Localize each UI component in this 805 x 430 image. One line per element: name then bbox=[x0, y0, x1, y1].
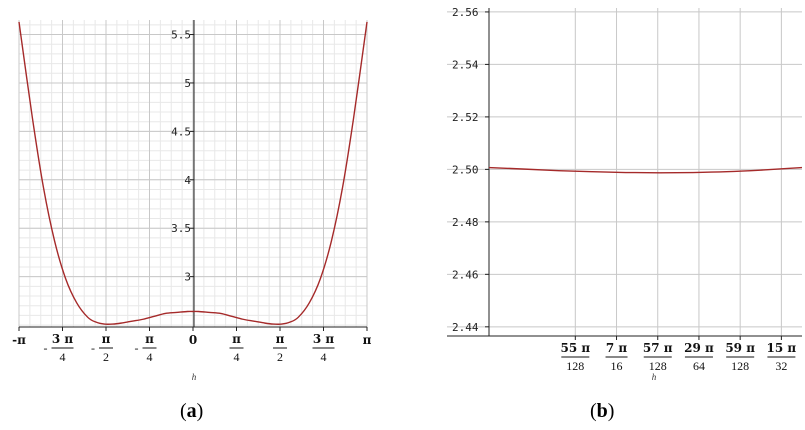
x-tick-label: π bbox=[363, 333, 372, 347]
x-tick-numerator: π bbox=[232, 332, 241, 346]
x-tick-label-text: -π bbox=[12, 333, 26, 347]
y-tick-label: 2.48 bbox=[452, 216, 479, 229]
x-tick-label-text: 0 bbox=[189, 333, 197, 347]
x-tick-label: 57 π 128 bbox=[643, 341, 673, 373]
x-tick-denominator: 4 bbox=[234, 350, 240, 364]
caption-a: (a) bbox=[180, 400, 203, 422]
x-tick-label: 59 π 128 bbox=[725, 341, 755, 373]
y-tick-label: 2.54 bbox=[452, 58, 479, 71]
x-tick-label-text: π bbox=[363, 333, 372, 347]
y-tick-label: 2.50 bbox=[452, 163, 479, 176]
y-tick-label: 4 bbox=[184, 174, 191, 187]
x-tick-label: 55 π 128 bbox=[560, 341, 590, 373]
x-tick-numerator: 57 π bbox=[643, 341, 673, 355]
x-tick-label: 7 π16 bbox=[605, 341, 628, 373]
x-tick-denominator: 64 bbox=[693, 359, 705, 373]
x-tick-sign: - bbox=[134, 341, 138, 355]
x-tick-numerator: 29 π bbox=[684, 341, 714, 355]
x-tick-label: 15 π 32 bbox=[767, 341, 797, 373]
x-tick-numerator: 3 π bbox=[313, 332, 335, 346]
x-tick-numerator: 59 π bbox=[725, 341, 755, 355]
x-tick-label: -π bbox=[12, 333, 26, 347]
x-tick-numerator: 3 π bbox=[52, 332, 74, 346]
y-tick-label: 2.52 bbox=[452, 111, 479, 124]
x-tick-numerator: π bbox=[276, 332, 285, 346]
y-tick-label: 4.5 bbox=[171, 125, 191, 138]
x-tick-denominator: 128 bbox=[649, 359, 667, 373]
y-tick-label: 2.56 bbox=[452, 6, 479, 19]
x-tick-denominator: 2 bbox=[103, 350, 109, 364]
x-tick-label: 3 π4 bbox=[312, 332, 335, 364]
x-tick-numerator: 15 π bbox=[767, 341, 797, 355]
x-tick-label: -π 2 bbox=[91, 332, 113, 364]
x-tick-label: π2 bbox=[273, 332, 288, 364]
x-tick-label: 29 π 64 bbox=[684, 341, 714, 373]
x-tick-label: 0 bbox=[189, 333, 197, 347]
x-tick-label: -π 4 bbox=[134, 332, 157, 364]
x-tick-sign: - bbox=[44, 341, 48, 355]
y-tick-label: 3.5 bbox=[171, 222, 191, 235]
y-tick-label: 2.44 bbox=[452, 321, 479, 334]
x-tick-denominator: 32 bbox=[775, 359, 787, 373]
x-tick-denominator: 4 bbox=[320, 350, 326, 364]
x-tick-denominator: 16 bbox=[611, 359, 623, 373]
x-tick-numerator: 55 π bbox=[560, 341, 590, 355]
x-tick-denominator: 4 bbox=[60, 350, 66, 364]
x-axis-label: h bbox=[192, 372, 197, 382]
y-tick-label: 5 bbox=[184, 77, 191, 90]
x-tick-sign: - bbox=[91, 341, 95, 355]
series-line-0 bbox=[18, 21, 368, 325]
x-tick-numerator: 7 π bbox=[606, 341, 628, 355]
x-tick-denominator: 128 bbox=[731, 359, 749, 373]
caption-b-letter: b bbox=[597, 400, 608, 422]
grid-1 bbox=[447, 8, 802, 336]
x-tick-denominator: 2 bbox=[277, 350, 283, 364]
caption-a-letter: a bbox=[187, 400, 197, 422]
x-axis-label: h bbox=[652, 372, 657, 382]
series-line-1 bbox=[488, 166, 803, 174]
grid-0 bbox=[18, 20, 368, 327]
caption-b: (b) bbox=[590, 400, 614, 422]
x-tick-denominator: 128 bbox=[566, 359, 584, 373]
y-tick-label: 2.46 bbox=[452, 268, 479, 281]
x-tick-numerator: π bbox=[145, 332, 154, 346]
y-tick-label: 5.5 bbox=[171, 29, 191, 42]
x-tick-label: π4 bbox=[229, 332, 244, 364]
y-tick-label: 3 bbox=[184, 271, 191, 284]
x-tick-denominator: 4 bbox=[146, 350, 152, 364]
x-tick-numerator: π bbox=[102, 332, 111, 346]
x-tick-label: -3 π 4 bbox=[44, 332, 74, 364]
